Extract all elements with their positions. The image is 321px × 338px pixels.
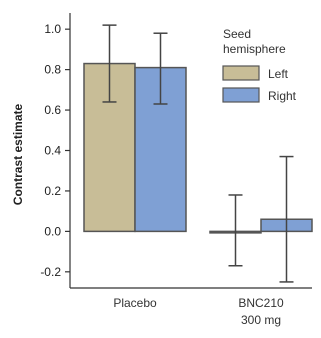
legend-label-left: Left — [268, 67, 289, 81]
x-category-label: BNC210 — [238, 296, 284, 310]
y-tick-label: 0.4 — [44, 144, 61, 158]
y-tick-label: 1.0 — [44, 22, 61, 36]
y-tick-label: 0.8 — [44, 63, 61, 77]
legend-label-right: Right — [268, 89, 297, 103]
legend-swatch-left — [223, 66, 259, 80]
x-category-label: 300 mg — [241, 313, 281, 327]
y-tick-label: -0.2 — [40, 265, 61, 279]
y-tick-label: 0.0 — [44, 224, 61, 238]
legend-swatch-right — [223, 88, 259, 102]
legend-title: Seed — [223, 27, 251, 41]
legend-title: hemisphere — [223, 42, 286, 56]
x-category-label: Placebo — [113, 296, 157, 310]
y-tick-label: 0.6 — [44, 103, 61, 117]
y-tick-label: 0.2 — [44, 184, 61, 198]
y-axis-title: Contrast estimate — [11, 104, 25, 206]
